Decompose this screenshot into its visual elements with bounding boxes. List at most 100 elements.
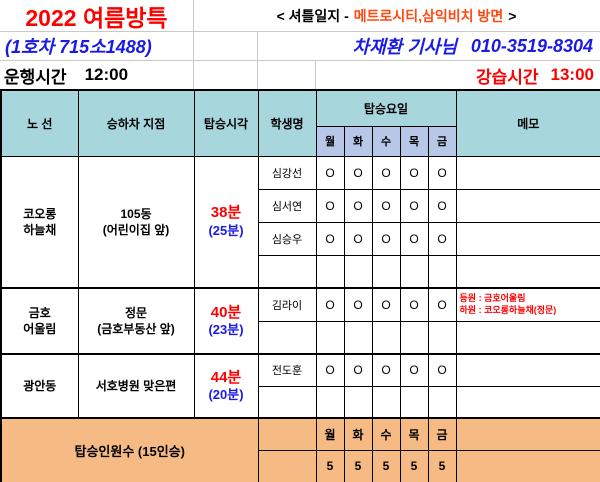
route-cell[interactable]: 광안동 bbox=[0, 353, 79, 419]
memo-cell[interactable] bbox=[455, 385, 600, 419]
day-header-tue[interactable]: 화 bbox=[343, 125, 373, 157]
col-header-student[interactable]: 학생명 bbox=[257, 89, 317, 157]
attendance-cell[interactable] bbox=[315, 254, 345, 289]
time-cell[interactable]: 38분 (25분) bbox=[193, 155, 259, 289]
footer-count-tue[interactable]: 5 bbox=[343, 449, 373, 482]
attendance-cell[interactable]: O bbox=[343, 221, 373, 256]
day-header-wed[interactable]: 수 bbox=[371, 125, 401, 157]
student-name-cell[interactable]: 심승우 bbox=[257, 221, 317, 256]
stop-cell[interactable]: 105동 (어린이집 앞) bbox=[77, 155, 195, 289]
memo-cell[interactable] bbox=[455, 353, 600, 387]
col-header-stop[interactable]: 승하차 지점 bbox=[77, 89, 195, 157]
attendance-cell[interactable]: O bbox=[315, 188, 345, 223]
lesson-time-cell[interactable]: 강습시간 13:00 bbox=[240, 63, 600, 88]
attendance-cell[interactable]: O bbox=[315, 287, 345, 322]
attendance-cell[interactable] bbox=[427, 320, 457, 355]
attendance-cell[interactable] bbox=[399, 385, 429, 419]
day-header-thu[interactable]: 목 bbox=[399, 125, 429, 157]
attendance-cell[interactable]: O bbox=[371, 353, 401, 387]
attendance-cell[interactable] bbox=[371, 254, 401, 289]
attendance-cell[interactable]: O bbox=[371, 287, 401, 322]
attendance-cell[interactable]: O bbox=[315, 353, 345, 387]
memo-cell[interactable] bbox=[455, 254, 600, 289]
route-cell[interactable]: 코오롱 하늘채 bbox=[0, 155, 79, 289]
footer-day-fri[interactable]: 금 bbox=[427, 417, 457, 451]
footer-empty-cell[interactable] bbox=[257, 449, 317, 482]
footer-count-mon[interactable]: 5 bbox=[315, 449, 345, 482]
bus-info-cell[interactable]: (1호차 715소1488) bbox=[0, 33, 193, 59]
footer-count-fri[interactable]: 5 bbox=[427, 449, 457, 482]
student-name-cell[interactable] bbox=[257, 254, 317, 289]
attendance-cell[interactable]: O bbox=[343, 188, 373, 223]
time-cell[interactable]: 44분 (20분) bbox=[193, 353, 259, 419]
attendance-cell[interactable] bbox=[343, 320, 373, 355]
student-name-cell[interactable] bbox=[257, 385, 317, 419]
attendance-cell[interactable]: O bbox=[399, 221, 429, 256]
col-header-memo[interactable]: 메모 bbox=[455, 89, 600, 157]
memo-cell[interactable] bbox=[455, 221, 600, 256]
footer-count-wed[interactable]: 5 bbox=[371, 449, 401, 482]
attendance-cell[interactable]: O bbox=[371, 155, 401, 190]
memo-text: 등원 : 금호어울림 하원 : 코오롱하늘채(정문) bbox=[459, 293, 557, 315]
memo-cell[interactable] bbox=[455, 320, 600, 355]
title-cell[interactable]: 2022 여름방특 bbox=[0, 0, 193, 33]
attendance-cell[interactable]: O bbox=[427, 287, 457, 322]
footer-empty-cell[interactable] bbox=[257, 417, 317, 451]
shuttle-route-cell[interactable]: < 셔틀일지 - 메트로시티,삼익비치 방면 > bbox=[193, 6, 600, 26]
attendance-cell[interactable]: O bbox=[343, 287, 373, 322]
attendance-cell[interactable] bbox=[427, 254, 457, 289]
attendance-cell[interactable] bbox=[427, 385, 457, 419]
attendance-cell[interactable]: O bbox=[343, 155, 373, 190]
attendance-cell[interactable]: O bbox=[427, 353, 457, 387]
stop-cell[interactable]: 정문 (금호부동산 앞) bbox=[77, 287, 195, 355]
capacity-label-cell[interactable]: 탑승인원수 (15인승) bbox=[0, 417, 259, 482]
student-name-cell[interactable]: 심서연 bbox=[257, 188, 317, 223]
attendance-cell[interactable] bbox=[343, 385, 373, 419]
attendance-cell[interactable]: O bbox=[399, 188, 429, 223]
attendance-cell[interactable] bbox=[315, 320, 345, 355]
attendance-cell[interactable] bbox=[399, 320, 429, 355]
run-time-label: 운행시간 bbox=[4, 67, 67, 87]
col-header-route[interactable]: 노 선 bbox=[0, 89, 79, 157]
memo-cell[interactable] bbox=[455, 155, 600, 190]
student-name-cell[interactable]: 전도훈 bbox=[257, 353, 317, 387]
attendance-cell[interactable]: O bbox=[399, 155, 429, 190]
attendance-cell[interactable]: O bbox=[343, 353, 373, 387]
footer-day-wed[interactable]: 수 bbox=[371, 417, 401, 451]
attendance-cell[interactable]: O bbox=[427, 188, 457, 223]
stop-cell[interactable]: 서호병원 맞은편 bbox=[77, 353, 195, 419]
attendance-cell[interactable]: O bbox=[315, 155, 345, 190]
attendance-cell[interactable]: O bbox=[315, 221, 345, 256]
attendance-cell[interactable] bbox=[371, 320, 401, 355]
attendance-cell[interactable] bbox=[315, 385, 345, 419]
footer-memo-cell[interactable] bbox=[455, 417, 600, 451]
attendance-cell[interactable] bbox=[343, 254, 373, 289]
col-header-days[interactable]: 탑승요일 bbox=[315, 89, 457, 127]
footer-count-thu[interactable]: 5 bbox=[399, 449, 429, 482]
footer-memo-cell[interactable] bbox=[455, 449, 600, 482]
day-header-fri[interactable]: 금 bbox=[427, 125, 457, 157]
footer-day-mon[interactable]: 월 bbox=[315, 417, 345, 451]
footer-day-tue[interactable]: 화 bbox=[343, 417, 373, 451]
attendance-cell[interactable]: O bbox=[427, 221, 457, 256]
time-cell[interactable]: 40분 (23분) bbox=[193, 287, 259, 355]
footer-day-thu[interactable]: 목 bbox=[399, 417, 429, 451]
student-name-cell[interactable] bbox=[257, 320, 317, 355]
table-row bbox=[1, 385, 600, 419]
student-name-cell[interactable]: 심강선 bbox=[257, 155, 317, 190]
attendance-cell[interactable]: O bbox=[371, 221, 401, 256]
route-cell[interactable]: 금호 어울림 bbox=[0, 287, 79, 355]
attendance-cell[interactable]: O bbox=[371, 188, 401, 223]
attendance-cell[interactable]: O bbox=[427, 155, 457, 190]
attendance-cell[interactable] bbox=[399, 254, 429, 289]
day-header-mon[interactable]: 월 bbox=[315, 125, 345, 157]
attendance-cell[interactable]: O bbox=[399, 287, 429, 322]
run-time-cell[interactable]: 운행시간 12:00 bbox=[0, 63, 240, 88]
student-name-cell[interactable]: 김라이 bbox=[257, 287, 317, 322]
attendance-cell[interactable] bbox=[371, 385, 401, 419]
memo-cell[interactable] bbox=[455, 188, 600, 223]
memo-cell[interactable]: 등원 : 금호어울림 하원 : 코오롱하늘채(정문) bbox=[455, 287, 600, 322]
col-header-time[interactable]: 탑승시각 bbox=[193, 89, 259, 157]
attendance-cell[interactable]: O bbox=[399, 353, 429, 387]
driver-cell[interactable]: 차재환 기사님 010-3519-8304 bbox=[193, 33, 600, 59]
